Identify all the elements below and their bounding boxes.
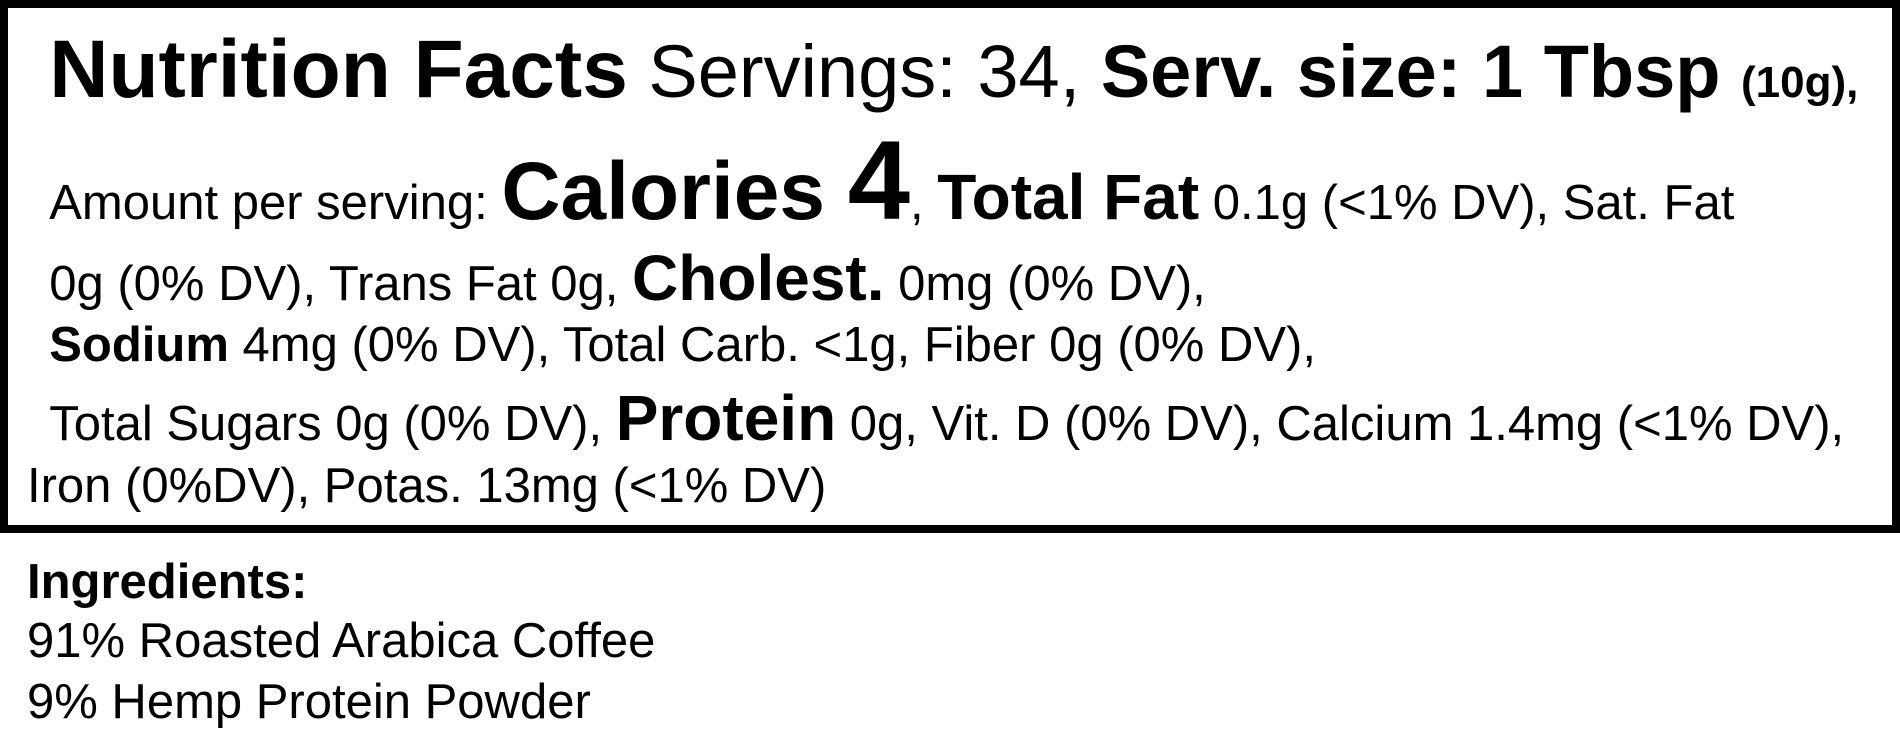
- line-cholesterol: 0g (0% DV), Trans Fat 0g, Cholest. 0mg (…: [27, 242, 1219, 314]
- cholesterol-value: 0mg (0% DV),: [885, 257, 1206, 311]
- line-calories: Amount per serving: Calories 4, Total Fa…: [27, 118, 1748, 243]
- sodium-rest: 4mg (0% DV), Total Carb. <1g, Fiber 0g (…: [229, 318, 1316, 372]
- ingredient-item: 9% Hemp Protein Powder: [27, 675, 591, 729]
- amount-per-serving: Amount per serving:: [49, 176, 501, 230]
- nutrition-facts-box: [0, 0, 1900, 533]
- sodium-label: Sodium: [49, 318, 229, 372]
- serving-weight: (10g),: [1741, 58, 1858, 107]
- protein-label: Protein: [616, 382, 836, 454]
- total-fat-value: 0.1g (<1% DV), Sat. Fat: [1199, 176, 1735, 230]
- line-protein: Total Sugars 0g (0% DV), Protein 0g, Vit…: [27, 382, 1858, 454]
- calories-label: Calories: [501, 146, 847, 237]
- ingredients-heading: Ingredients:: [27, 555, 307, 609]
- ingredient-item: 91% Roasted Arabica Coffee: [27, 614, 655, 668]
- calories-value: 4: [848, 118, 910, 243]
- line-servings: Nutrition Facts Servings: 34, Serv. size…: [27, 24, 1872, 115]
- sat-fat-value: 0g (0% DV), Trans Fat 0g,: [49, 257, 632, 311]
- line-sodium: Sodium 4mg (0% DV), Total Carb. <1g, Fib…: [27, 318, 1329, 372]
- serving-size: Serv. size: 1 Tbsp: [1101, 30, 1741, 113]
- sugars: Total Sugars 0g (0% DV),: [49, 397, 615, 451]
- servings: Servings: 34,: [628, 30, 1101, 113]
- line-minerals: Iron (0%DV), Potas. 13mg (<1% DV): [27, 459, 826, 513]
- separator: ,: [910, 176, 937, 230]
- protein-rest: 0g, Vit. D (0% DV), Calcium 1.4mg (<1% D…: [836, 397, 1844, 451]
- cholesterol-label: Cholest.: [632, 242, 884, 314]
- total-fat-label: Total Fat: [937, 161, 1199, 233]
- nutrition-facts-title: Nutrition Facts: [49, 24, 628, 115]
